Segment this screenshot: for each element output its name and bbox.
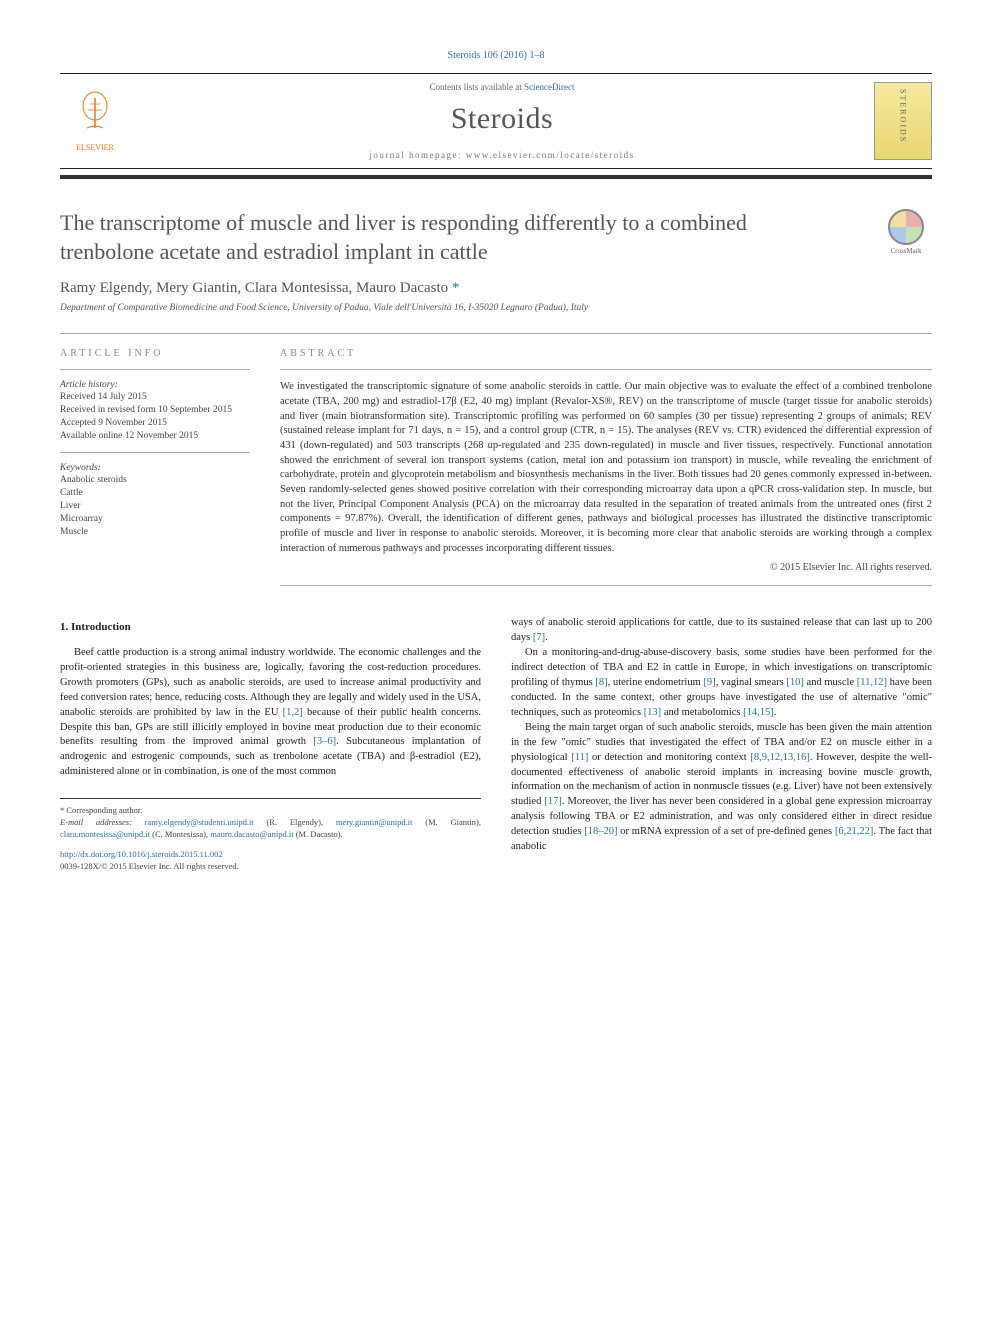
keyword: Cattle (60, 487, 250, 500)
abstract-label: ABSTRACT (280, 348, 932, 359)
ref-link[interactable]: [10] (786, 677, 804, 688)
body-paragraph: On a monitoring-and-drug-abuse-discovery… (511, 646, 932, 721)
email-link[interactable]: mery.giantin@unipd.it (336, 817, 413, 827)
history-accepted: Accepted 9 November 2015 (60, 417, 250, 430)
ref-link[interactable]: [9] (703, 677, 715, 688)
authors: Ramy Elgendy, Mery Giantin, Clara Montes… (60, 280, 932, 297)
abstract-text: We investigated the transcriptomic signa… (280, 380, 932, 556)
keyword: Microarray (60, 513, 250, 526)
copyright-line: © 2015 Elsevier Inc. All rights reserved… (280, 562, 932, 573)
keyword: Anabolic steroids (60, 474, 250, 487)
header-divider (60, 175, 932, 179)
history-received: Received 14 July 2015 (60, 391, 250, 404)
crossmark-icon (888, 209, 924, 245)
keyword: Liver (60, 500, 250, 513)
sciencedirect-link[interactable]: ScienceDirect (524, 82, 574, 92)
journal-cover-thumb: STEROIDS (874, 82, 932, 160)
ref-link[interactable]: [8] (595, 677, 607, 688)
ref-link[interactable]: [14,15] (743, 707, 774, 718)
ref-link[interactable]: [7] (533, 632, 545, 643)
publisher-name: ELSEVIER (76, 143, 114, 152)
homepage-url[interactable]: www.elsevier.com/locate/steroids (466, 150, 635, 160)
citation-line: Steroids 106 (2016) 1–8 (60, 50, 932, 61)
history-online: Available online 12 November 2015 (60, 430, 250, 443)
body-paragraph: ways of anabolic steroid applications fo… (511, 616, 932, 646)
body-paragraph: Beef cattle production is a strong anima… (60, 646, 481, 780)
abstract-column: ABSTRACT We investigated the transcripto… (280, 348, 932, 586)
section-heading-introduction: 1. Introduction (60, 620, 481, 636)
ref-link[interactable]: [3–6] (313, 736, 336, 747)
ref-link[interactable]: [18–20] (584, 826, 617, 837)
body-paragraph: Being the main target organ of such anab… (511, 721, 932, 855)
email-link[interactable]: ramy.elgendy@studenti.unipd.it (145, 817, 254, 827)
affiliation: Department of Comparative Biomedicine an… (60, 303, 932, 313)
ref-link[interactable]: [6,21,22] (835, 826, 874, 837)
ref-link[interactable]: [11,12] (857, 677, 887, 688)
corresponding-author-note: * Corresponding author. (60, 804, 481, 816)
issn-line: 0039-128X/© 2015 Elsevier Inc. All right… (60, 860, 481, 872)
journal-homepage: journal homepage: www.elsevier.com/locat… (148, 150, 856, 160)
keywords-label: Keywords: (60, 463, 250, 473)
article-title: The transcriptome of muscle and liver is… (60, 209, 820, 266)
ref-link[interactable]: [17] (544, 796, 562, 807)
crossmark-badge[interactable]: CrossMark (880, 209, 932, 255)
email-addresses: E-mail addresses: ramy.elgendy@studenti.… (60, 816, 481, 840)
history-label: Article history: (60, 380, 250, 390)
elsevier-tree-icon (72, 90, 118, 143)
journal-name: Steroids (148, 102, 856, 136)
journal-header: ELSEVIER Contents lists available at Sci… (60, 73, 932, 169)
history-revised: Received in revised form 10 September 20… (60, 404, 250, 417)
ref-link[interactable]: [13] (644, 707, 662, 718)
email-link[interactable]: clara.montesissa@unipd.it (60, 829, 150, 839)
ref-link[interactable]: [11] (571, 752, 588, 763)
doi-link[interactable]: http://dx.doi.org/10.1016/j.steroids.201… (60, 848, 481, 860)
ref-link[interactable]: [8,9,12,13,16] (750, 752, 810, 763)
elsevier-logo: ELSEVIER (60, 90, 130, 152)
corresponding-mark: * (452, 280, 460, 296)
footnote-block: * Corresponding author. E-mail addresses… (60, 798, 481, 872)
article-info-column: ARTICLE INFO Article history: Received 1… (60, 348, 250, 586)
ref-link[interactable]: [1,2] (283, 707, 303, 718)
article-info-label: ARTICLE INFO (60, 348, 250, 359)
keyword: Muscle (60, 526, 250, 539)
email-link[interactable]: mauro.dacasto@unipd.it (210, 829, 293, 839)
contents-lists: Contents lists available at ScienceDirec… (148, 82, 856, 92)
body-text: 1. Introduction Beef cattle production i… (60, 616, 932, 872)
